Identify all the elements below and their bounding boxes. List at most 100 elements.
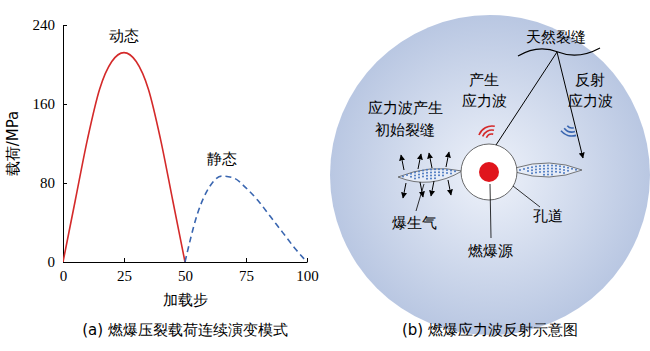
gas-dot [430,174,432,176]
reflected-wave [561,131,576,136]
gas-dot [535,166,537,168]
gas-dot [531,169,533,171]
gas-dot [535,172,537,174]
caption: (b) 燃爆应力波反射示意图 [402,321,578,339]
tick-mark [246,258,247,262]
gas-dot [547,171,549,173]
label: 反射 [575,71,605,89]
source [479,162,499,182]
tick-label: 25 [117,268,132,284]
gas-dot [567,167,569,169]
gas-dot [555,165,557,167]
tick-label: 80 [40,175,55,191]
y-axis: 0 80 160 240 [33,17,68,270]
series-label: 动态 [109,27,139,45]
gas-dot [531,166,533,168]
gas-dot [410,173,412,175]
gas-dot [563,172,565,174]
gas-dot [567,170,569,172]
pressure-arrow [418,154,421,169]
tick: 25 [117,258,132,284]
gas-dot [418,173,420,175]
gas-dot [438,168,440,170]
gas-dot [422,173,424,175]
gas-dot [414,171,416,173]
gas-dot [426,175,428,177]
label: 爆生气 [392,214,437,232]
y-axis-title: 载荷/MPa [4,111,22,177]
reflected-wave [564,128,575,132]
label: 产生 [469,71,499,89]
x-axis: 0255075100 [60,258,319,284]
caption: (a) 燃爆压裂载荷连续演变模式 [82,321,288,339]
x-axis-title: 加载步 [163,291,208,309]
gas-dot [543,165,545,167]
gas-dot [450,169,452,171]
gas-dot [434,177,436,179]
gas-dot [559,171,561,173]
pressure-arrow [401,155,404,170]
label: 初始裂缝 [375,121,435,139]
gas-dot [442,174,444,176]
stress-wave [486,134,493,138]
gas-dot [543,168,545,170]
gas-dot [430,171,432,173]
tick: 160 [33,96,68,112]
gas-dot [446,169,448,171]
label: 天然裂缝 [526,28,586,46]
gas-dot [402,176,404,178]
tick: 75 [239,258,254,284]
diagram: 天然裂缝产生应力波反射应力波应力波产生初始裂缝爆生气孔道燃爆源(b) 燃爆应力波… [330,15,650,339]
tick: 240 [33,17,68,33]
gas-dot [551,171,553,173]
gas-dot [430,177,432,179]
tick-mark [63,104,67,105]
rock-mass [330,15,650,335]
gas-dot [450,172,452,174]
stress-wave [483,130,494,136]
gas-dot [551,168,553,170]
gas-dot [539,165,541,167]
tick-mark [124,258,125,262]
tick-mark [307,258,308,262]
pressure-arrow [429,153,432,168]
label: 应力波 [462,92,507,110]
gas-dot [519,169,521,171]
gas-dot [563,166,565,168]
gas-dot [551,174,553,176]
gas-dot [426,172,428,174]
gas-dot [422,176,424,178]
gas-dot [563,169,565,171]
gas-dot [575,169,577,171]
tick: 100 [296,258,319,284]
gas-dot [454,170,456,172]
gas-dot [543,174,545,176]
stress-wave [479,126,495,135]
pressure-arrow [446,152,449,167]
gas-dot [422,170,424,172]
gas-dot [442,171,444,173]
leader-line [416,184,424,211]
tick-label: 0 [48,254,56,270]
gas-dot [531,172,533,174]
gas-dot [547,168,549,170]
gas-dot [547,174,549,176]
gas-dot [438,174,440,176]
gas-dot [446,172,448,174]
gas-dot [555,168,557,170]
borehole [461,144,517,200]
gas-dot [434,171,436,173]
gas-dot [555,171,557,173]
series-label: 静态 [207,150,237,168]
series-line [185,176,307,262]
gas-dot [418,176,420,178]
gas-dot [527,167,529,169]
pressure-arrow [403,183,406,198]
tick-label: 50 [178,268,193,284]
leader-line [490,184,491,238]
gas-dot [535,169,537,171]
gas-dot [559,165,561,167]
gas-dot [434,168,436,170]
label: 燃爆源 [468,242,513,260]
tick-mark [63,25,67,26]
